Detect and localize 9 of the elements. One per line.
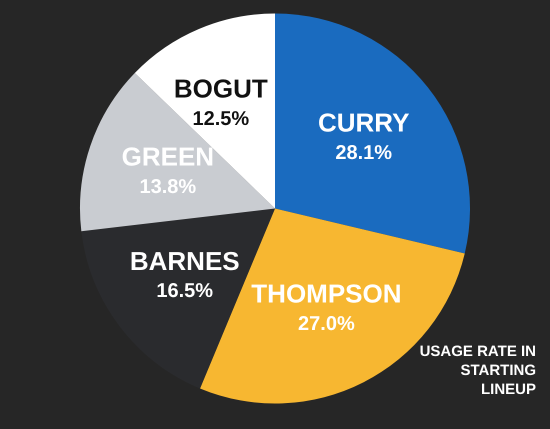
data-label: 16.5%	[156, 280, 214, 302]
data-label: 12.5%	[192, 108, 250, 130]
data-label: 27.0%	[298, 312, 355, 335]
slice-label: THOMPSON	[251, 278, 402, 308]
data-label: 28.1%	[335, 142, 392, 164]
slice-label: BOGUT	[174, 74, 268, 104]
slice-label: BARNES	[130, 246, 240, 276]
slice-label: CURRY	[318, 108, 410, 138]
text: USAGE RATE IN STARTING LINEUP	[418, 342, 536, 399]
